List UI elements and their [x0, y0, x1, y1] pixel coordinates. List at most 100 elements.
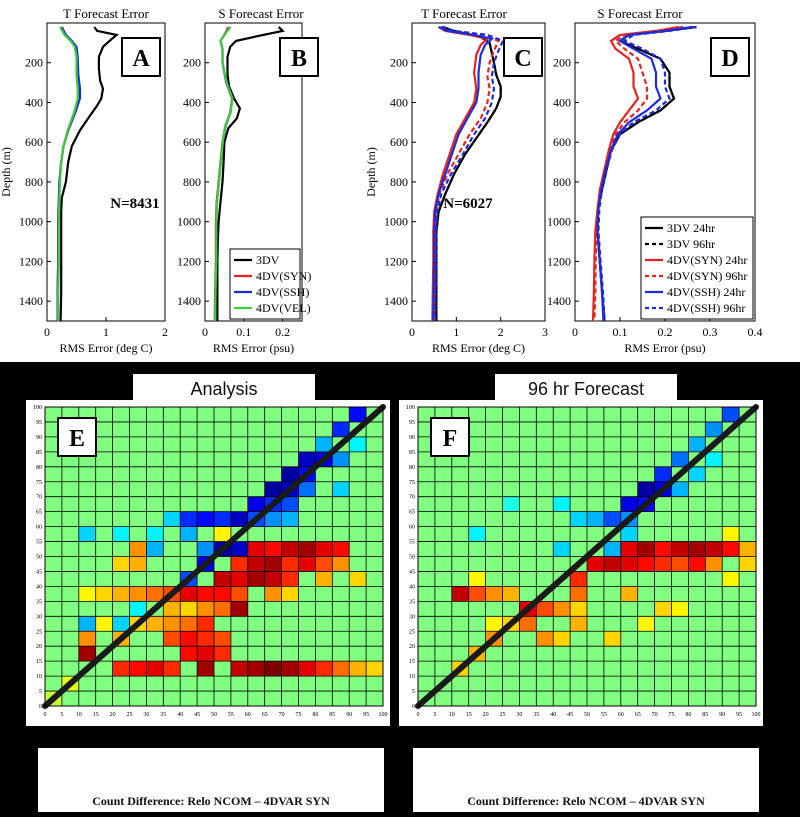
panel-e-cell	[298, 541, 316, 557]
panel-e-cell	[180, 646, 198, 662]
panel-b-letter-box	[279, 37, 319, 77]
panel-e-xtick-label: 35	[160, 712, 166, 718]
panel-c-series-4-line	[432, 25, 495, 322]
panel-e-cell	[214, 526, 231, 542]
panel-a-series-3-line	[57, 26, 79, 321]
panel-e-cell	[146, 586, 164, 602]
panel-e-xtick-label: 70	[279, 712, 285, 718]
panel-e-cell	[315, 556, 333, 572]
panel-b-ytick-label: 800	[183, 175, 201, 189]
panel-d-legend-label: 4DV(SYN) 96hr	[667, 269, 747, 283]
panel-f-one-to-one-line	[415, 404, 759, 709]
panel-d-ytick-label: 800	[553, 175, 571, 189]
panel-e-cell	[247, 571, 265, 587]
panel-f-cell	[620, 586, 638, 602]
panel-e-cell	[315, 436, 333, 452]
panel-f-cell	[553, 541, 571, 557]
panel-a-ytick-label: 800	[25, 175, 43, 189]
panel-c-xtick-label: 2	[498, 325, 504, 339]
panel-f-cell	[468, 571, 486, 587]
panel-b-xtick-label: 0	[202, 325, 208, 339]
panel-f-ytick-label: 15	[409, 659, 415, 665]
panel-e-cell	[230, 541, 248, 557]
panel-c-ytick-label: 400	[390, 95, 408, 109]
panel-f-cell	[620, 526, 638, 542]
panel-e-cell	[197, 616, 214, 632]
panel-d-ytick-label: 600	[553, 135, 571, 149]
panel-e-cell	[264, 511, 282, 527]
heatmap-e-title: Analysis	[133, 374, 315, 404]
panel-c-series-5-line	[434, 25, 505, 322]
panel-e-cell	[129, 541, 147, 557]
panel-e-xtick-label: 80	[312, 712, 318, 718]
panel-d-legend-box	[640, 216, 754, 320]
panel-e-cell	[281, 571, 299, 587]
panel-f-cell	[485, 616, 503, 632]
panel-f-ytick-label: 90	[409, 435, 415, 441]
panel-d-ytick-label: 400	[553, 95, 571, 109]
panel-b-ytick-label: 1200	[177, 254, 201, 268]
panel-a-sample-size: N=8431	[110, 196, 159, 212]
panel-f-ytick-label: 35	[409, 599, 415, 605]
panel-f-ytick-label: 55	[409, 540, 415, 546]
panel-b-xlabel: RMS Error (psu)	[213, 341, 294, 355]
panel-f-cell	[739, 556, 756, 572]
panel-f-xtick-label: 80	[685, 712, 691, 718]
panel-e-cell	[129, 586, 147, 602]
panel-e-ytick-label: 85	[36, 450, 42, 456]
panel-e-cell	[230, 601, 248, 617]
panel-e-cell	[366, 661, 383, 677]
panel-e-cell	[264, 571, 282, 587]
colorbar-right-label: Count Difference: Relo NCOM – 4DVAR SYN	[467, 794, 705, 808]
panel-e-ytick-label: 10	[36, 674, 42, 680]
panel-f-cell	[722, 571, 740, 587]
panel-e-cell	[349, 571, 367, 587]
panel-e-cell	[112, 586, 130, 602]
panel-e-cell	[180, 526, 198, 542]
panel-a-ytick-label: 600	[25, 135, 43, 149]
panel-f-frame	[417, 406, 757, 707]
panel-a-ytick-label: 1000	[19, 215, 43, 229]
panel-e-xtick-label: 75	[296, 712, 302, 718]
panel-e-cell	[78, 616, 96, 632]
panel-e-cell	[281, 556, 299, 572]
panel-e-cell	[78, 631, 96, 647]
panel-f-cell	[654, 556, 672, 572]
panel-e-cell	[146, 541, 164, 557]
panel-f-cell	[671, 481, 689, 497]
panel-f-cell	[705, 556, 723, 572]
panel-a-letter-box	[121, 37, 161, 77]
panel-e-cell	[230, 661, 248, 677]
panel-e-xtick-label: 45	[194, 712, 200, 718]
panel-e-ytick-label: 15	[36, 659, 42, 665]
panel-e-ytick-label: 55	[36, 540, 42, 546]
panel-e-cell	[95, 616, 113, 632]
panel-f-cell	[553, 631, 571, 647]
panel-a-ytick-label: 1400	[19, 294, 43, 308]
panel-f-ytick-label: 30	[409, 614, 415, 620]
panel-e-xtick-label: 95	[363, 712, 369, 718]
panel-e-cell	[197, 631, 214, 647]
panel-f-letter: F	[443, 426, 458, 452]
panel-f-xtick-label: 100	[752, 712, 761, 718]
panel-f-ytick-label: 45	[409, 569, 415, 575]
panel-c-letter-box	[503, 37, 543, 77]
panel-e-xtick-label: 25	[127, 712, 133, 718]
panel-f-cell	[570, 601, 587, 617]
panel-e-cell	[230, 571, 248, 587]
panel-e-cell	[95, 586, 113, 602]
panel-e-cell	[298, 661, 316, 677]
panel-e-letter: E	[69, 426, 85, 452]
panel-e-cell	[349, 661, 367, 677]
panel-e-xtick-label: 65	[262, 712, 268, 718]
panel-e-cell	[163, 661, 181, 677]
panel-f-ytick-label: 60	[409, 525, 415, 531]
panel-f-cell	[654, 466, 672, 482]
panel-e-ytick-label: 90	[36, 435, 42, 441]
panel-e-frame	[44, 406, 384, 707]
panel-f-xtick-label: 30	[516, 712, 522, 718]
panel-f-letter-box	[430, 417, 470, 457]
panel-e-cell	[332, 661, 350, 677]
panel-c-series-1-line	[435, 25, 502, 321]
panel-c-xtick-label: 0	[409, 325, 415, 339]
